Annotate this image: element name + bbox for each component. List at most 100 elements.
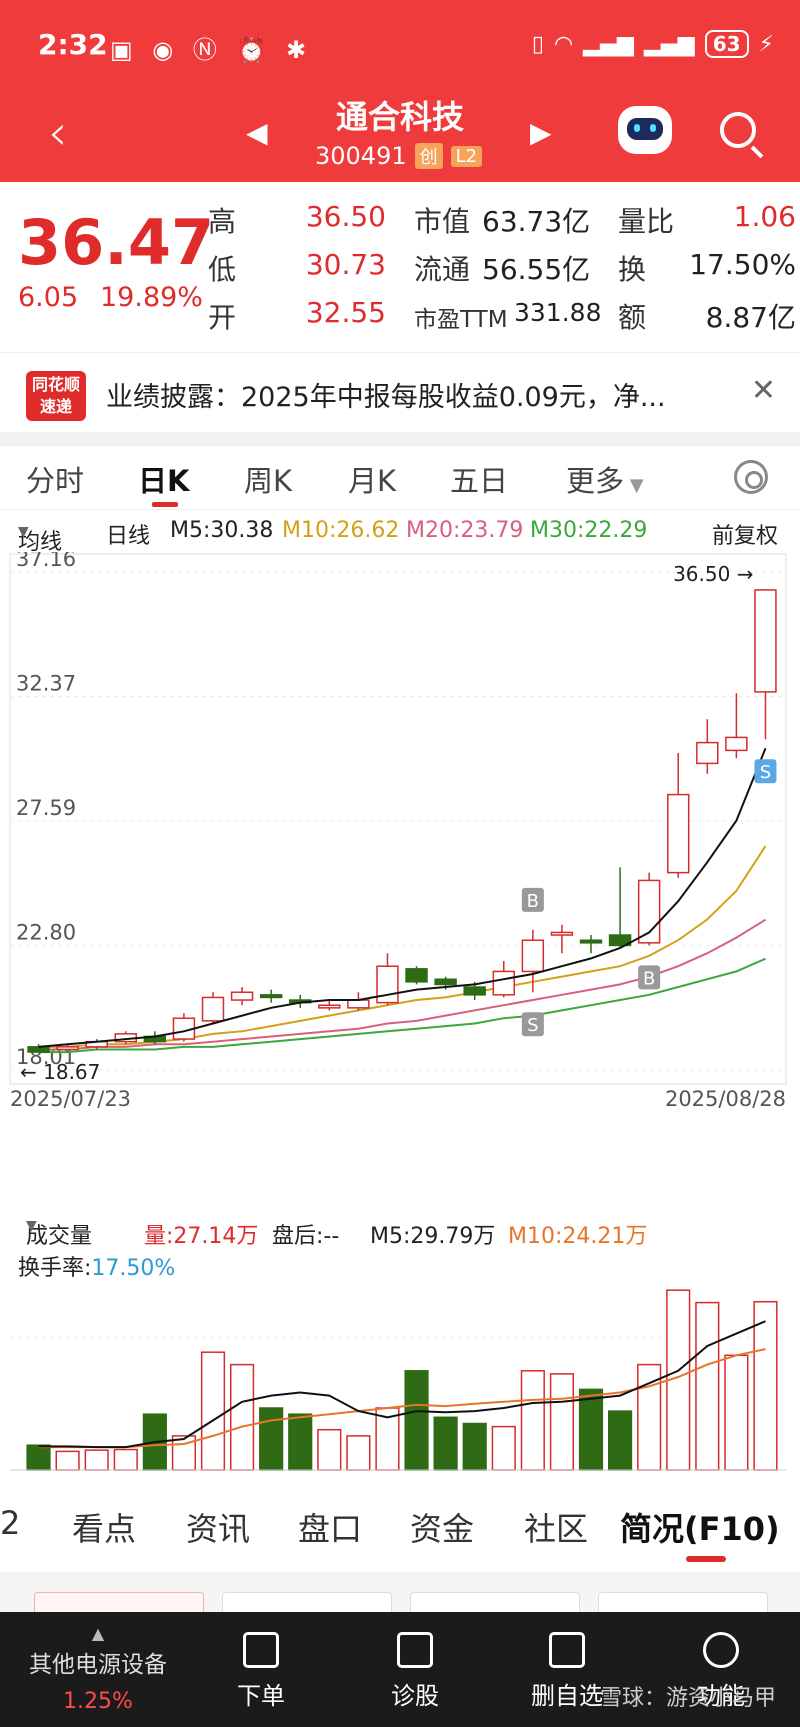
amount-value: 8.87亿 xyxy=(705,301,796,334)
section-gap xyxy=(0,432,800,446)
vr-value: 1.06 xyxy=(733,200,796,233)
open-label: 开 xyxy=(208,301,237,334)
volume-bar xyxy=(695,1301,720,1471)
tab-more[interactable]: 更多 ▼ xyxy=(566,458,644,500)
vol-ma5-value: M5:29.79万 xyxy=(370,1224,496,1249)
settings-icon[interactable] xyxy=(734,460,768,494)
candle-body xyxy=(667,793,690,874)
volume-bar xyxy=(578,1388,604,1471)
ma10-value: M10:26.62 xyxy=(282,518,400,543)
next-stock-icon[interactable]: ▶ xyxy=(530,116,552,149)
amount-label: 额 xyxy=(618,301,647,334)
tab-monthly-k[interactable]: 月K xyxy=(348,464,397,498)
ftab-underline xyxy=(686,1556,726,1562)
y-tick-label: 22.80 xyxy=(16,920,76,944)
trade-marker-label: S xyxy=(527,1015,538,1036)
function-button[interactable]: 功能 xyxy=(656,1632,786,1711)
turnover-value: 17.50% xyxy=(689,248,796,281)
search-icon[interactable] xyxy=(720,112,756,148)
info-tabs: 2 看点 资讯 盘口 资金 社区 简况(F10) xyxy=(0,1492,800,1568)
volume-bar xyxy=(113,1448,138,1471)
candle-body xyxy=(463,986,486,996)
high-annotation: 36.50 → xyxy=(673,562,753,586)
candle-body xyxy=(27,1046,50,1053)
back-icon[interactable]: ‹ xyxy=(48,105,68,161)
remove-watchlist-label: 删自选 xyxy=(531,1682,603,1710)
y-tick-label: 27.59 xyxy=(16,796,76,820)
caret-up-icon: ▲ xyxy=(91,1624,105,1643)
remove-icon xyxy=(549,1632,585,1668)
ftab-news[interactable]: 资讯 xyxy=(186,1510,251,1548)
ma5-value: M5:30.38 xyxy=(170,518,274,543)
pe-value: 331.88 xyxy=(514,298,602,327)
vibrate-icon: ▯ xyxy=(531,31,544,57)
ftab-funds[interactable]: 资金 xyxy=(410,1510,475,1548)
ma10-line xyxy=(38,845,767,1048)
adjust-mode[interactable]: 前复权 xyxy=(712,524,779,549)
volume-selector-label: 成交量 xyxy=(26,1224,93,1249)
volume-bar xyxy=(462,1422,487,1471)
quote-panel: 36.47 6.05 19.89% 高 36.50 低 30.73 开 32.5… xyxy=(0,182,800,352)
ma5-line xyxy=(38,747,767,1048)
ma30-line xyxy=(38,957,766,1054)
turnover-row: 换手率:17.50% xyxy=(18,1250,175,1282)
prev-stock-icon[interactable]: ◀ xyxy=(246,116,268,149)
vr-label: 量比 xyxy=(618,205,675,238)
candle-body xyxy=(579,939,603,944)
candle-body xyxy=(725,736,748,752)
tab-minute[interactable]: 分时 xyxy=(26,464,85,498)
diagnose-icon xyxy=(397,1632,433,1668)
volume-bar xyxy=(55,1450,80,1471)
robot-assistant-icon[interactable] xyxy=(618,106,672,154)
volume-bar xyxy=(317,1428,342,1471)
diagnose-button[interactable]: 诊股 xyxy=(350,1632,480,1711)
turnover-rate-value: 17.50% xyxy=(91,1256,176,1281)
ths-logo-bottom: 速递 xyxy=(39,397,72,416)
current-price: 36.47 xyxy=(18,206,215,279)
order-label: 下单 xyxy=(237,1682,285,1710)
tab-daily-k[interactable]: 日K xyxy=(138,464,190,498)
price-change-pct: 19.89% xyxy=(100,282,203,313)
notice-text[interactable]: 业绩披露：2025年中报每股收益0.09元，净... xyxy=(106,382,666,413)
volume-value: 量:27.14万 xyxy=(144,1224,259,1249)
tab-five-day[interactable]: 五日 xyxy=(450,464,509,498)
ftab-community[interactable]: 社区 xyxy=(524,1510,589,1548)
price-change: 6.05 xyxy=(18,282,79,313)
ftab-highlights[interactable]: 看点 xyxy=(72,1510,137,1548)
after-hours-value: 盘后:-- xyxy=(272,1224,340,1249)
candle-body xyxy=(434,978,457,986)
trade-marker-label: B xyxy=(527,891,539,912)
charging-icon: ⚡ xyxy=(758,31,774,57)
volume-bar xyxy=(433,1416,458,1471)
y-tick-label: 37.16 xyxy=(16,552,76,571)
remove-watchlist-button[interactable]: 删自选 xyxy=(502,1632,632,1711)
candle-body xyxy=(376,965,399,1004)
mcap-value: 63.73亿 xyxy=(482,205,591,238)
x-end-label: 2025/08/28 xyxy=(665,1087,786,1111)
status-bar: 2:32 ▣ ◉ Ⓝ ⏰ ✱ ▯ ◠ ▂▄▆ ▂▄▆ 63 ⚡ xyxy=(0,0,800,90)
volume-bar xyxy=(26,1444,51,1471)
level2-tag[interactable]: L2 xyxy=(450,145,483,167)
ftab-f10[interactable]: 简况(F10) xyxy=(620,1510,780,1548)
ma-selector-label: 均线 xyxy=(18,530,63,555)
volume-bar xyxy=(520,1370,545,1471)
notice-bar[interactable]: 同花顺 速递 业绩披露：2025年中报每股收益0.09元，净... ✕ xyxy=(0,352,800,432)
ftab-orderbook[interactable]: 盘口 xyxy=(298,1510,363,1548)
low-value: 30.73 xyxy=(305,248,386,281)
period-tabs: 分时 日K 周K 月K 五日 更多 ▼ xyxy=(0,446,800,510)
sector-info[interactable]: ▲ 其他电源设备 1.25% xyxy=(18,1624,178,1714)
order-button[interactable]: 下单 xyxy=(196,1632,326,1711)
volume-bar xyxy=(607,1410,633,1471)
kline-chart[interactable]: 37.16 32.37 27.59 22.80 18.01 B S B S 36.50 → ← 18… xyxy=(0,552,800,1232)
candle-body xyxy=(492,970,515,996)
ftab-partial[interactable]: 2 xyxy=(0,1504,21,1542)
caret-down-icon: ▼ xyxy=(18,524,29,540)
close-icon[interactable]: ✕ xyxy=(750,373,776,408)
volume-chart[interactable] xyxy=(0,1276,800,1476)
cell-signal-2-icon: ▂▄▆ xyxy=(643,31,695,57)
volume-header: 成交量 ▼ 量:27.14万 盘后:-- M5:29.79万 M10:24.21… xyxy=(0,1218,800,1258)
board-tag: 创 xyxy=(414,143,443,169)
candle-body xyxy=(259,994,283,999)
tab-weekly-k[interactable]: 周K xyxy=(244,464,293,498)
